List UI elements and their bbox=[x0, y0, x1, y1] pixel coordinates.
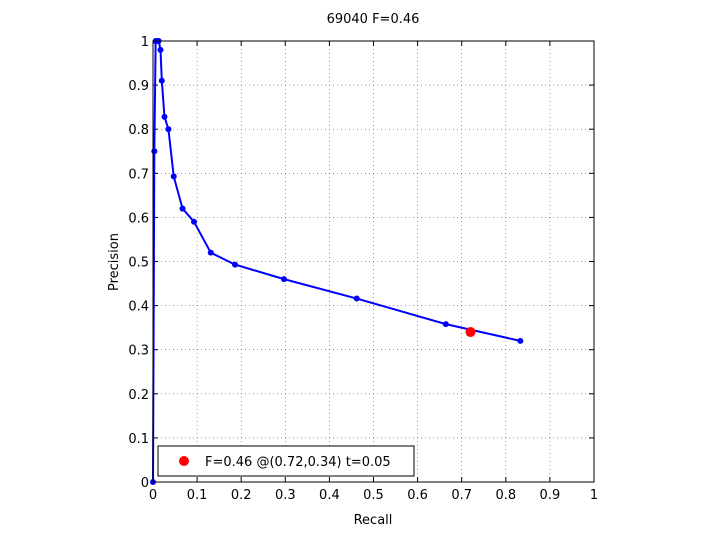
x-tick-label: 0.6 bbox=[407, 488, 428, 503]
x-tick-label: 0.4 bbox=[319, 488, 340, 503]
highlight-point bbox=[465, 327, 476, 338]
y-tick-label: 0.3 bbox=[128, 344, 149, 359]
chart-title: 69040 F=0.46 bbox=[327, 12, 420, 27]
tick-labels: 0 0.1 0.2 0.3 0.4 0.5 0.6 0.7 0.8 0.9 1 0 0.1 0.2 0.3 0… bbox=[128, 35, 598, 503]
y-tick-label: 0.4 bbox=[128, 300, 149, 315]
y-tick-label: 0.5 bbox=[128, 256, 149, 271]
series-point bbox=[179, 205, 186, 212]
y-tick-label: 0.1 bbox=[128, 432, 149, 447]
x-tick-label: 0.9 bbox=[540, 488, 561, 503]
series-point bbox=[353, 295, 360, 302]
y-tick-label: 0 bbox=[141, 476, 149, 491]
x-tick-label: 0.5 bbox=[363, 488, 384, 503]
series-point bbox=[151, 148, 158, 155]
series-point bbox=[158, 77, 165, 84]
y-tick-label: 0.8 bbox=[128, 123, 149, 138]
legend-box bbox=[157, 445, 415, 477]
x-axis-label: Recall bbox=[354, 513, 393, 528]
x-tick-label: 0.2 bbox=[231, 488, 252, 503]
plot-frame bbox=[152, 40, 595, 483]
series-point bbox=[191, 218, 198, 225]
series-point bbox=[442, 321, 449, 328]
legend-entry: F=0.46 @(0.72,0.34) t=0.05 bbox=[205, 455, 391, 470]
series-point bbox=[170, 173, 177, 180]
series-point bbox=[207, 249, 214, 256]
series-point bbox=[161, 113, 168, 120]
x-tick-label: 0.1 bbox=[187, 488, 208, 503]
y-tick-label: 1 bbox=[141, 35, 149, 50]
y-tick-label: 0.6 bbox=[128, 211, 149, 226]
x-tick-label: 0 bbox=[149, 488, 157, 503]
x-tick-label: 0.3 bbox=[275, 488, 296, 503]
series-point bbox=[280, 276, 287, 283]
series-point bbox=[517, 337, 524, 344]
x-tick-label: 1 bbox=[590, 488, 598, 503]
legend-marker-highlight bbox=[179, 456, 189, 466]
y-axis-label: Precision bbox=[107, 233, 122, 291]
series-point bbox=[165, 126, 172, 133]
series-point bbox=[232, 261, 239, 268]
x-tick-label: 0.8 bbox=[495, 488, 516, 503]
grid bbox=[153, 41, 594, 482]
legend: F=0.46 @(0.72,0.34) t=0.05 bbox=[157, 445, 415, 477]
x-tick-label: 0.7 bbox=[451, 488, 472, 503]
y-tick-label: 0.7 bbox=[128, 167, 149, 182]
y-tick-label: 0.9 bbox=[128, 79, 149, 94]
y-tick-label: 0.2 bbox=[128, 388, 149, 403]
series-point bbox=[157, 46, 164, 53]
